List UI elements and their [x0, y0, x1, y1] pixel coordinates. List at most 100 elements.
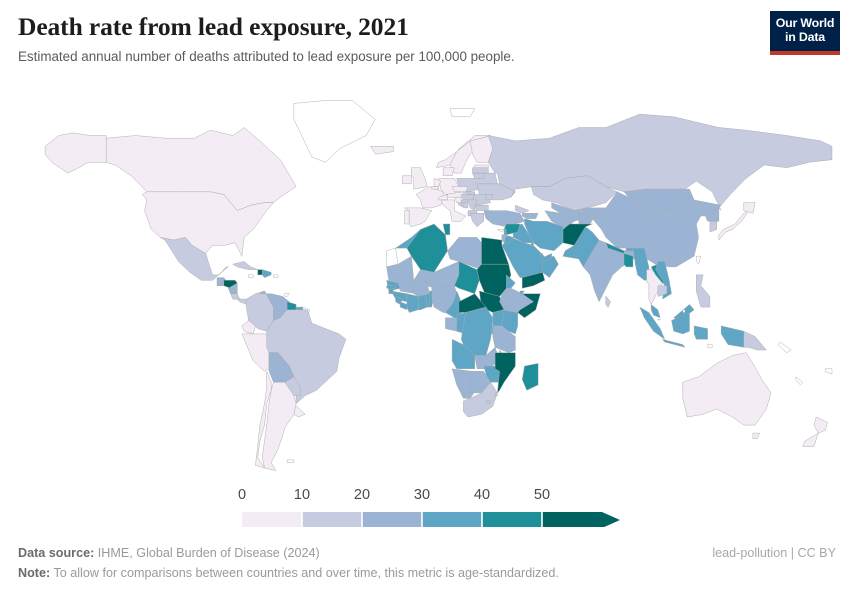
country-ivory-coast[interactable] — [406, 293, 419, 313]
country-iran[interactable] — [524, 218, 564, 252]
country-falklands[interactable] — [286, 459, 295, 463]
country-papua-new-guinea[interactable] — [743, 330, 767, 351]
country-moldova[interactable] — [485, 194, 494, 201]
legend-bin-20-30[interactable] — [362, 512, 422, 527]
country-madagascar[interactable] — [521, 363, 539, 391]
country-gambia[interactable] — [386, 285, 396, 289]
country-lesotho[interactable] — [485, 400, 491, 404]
country-slovakia[interactable] — [463, 191, 475, 195]
country-iraq[interactable] — [531, 242, 534, 246]
country-ecuador[interactable] — [241, 320, 256, 335]
country-sri-lanka[interactable] — [605, 296, 611, 308]
country-brunei[interactable] — [682, 309, 686, 313]
country-dominican-republic[interactable] — [261, 269, 272, 278]
country-cyprus[interactable] — [497, 229, 505, 233]
chart-slug-license[interactable]: lead-pollution | CC BY — [712, 546, 836, 560]
country-australia[interactable] — [682, 352, 772, 426]
country-solomon-islands[interactable] — [777, 341, 792, 353]
legend-bin-30-40[interactable] — [422, 512, 482, 527]
country-eritrea[interactable] — [506, 274, 516, 289]
country-afghanistan[interactable] — [562, 223, 593, 246]
world-map[interactable] — [0, 92, 850, 482]
country-angola[interactable] — [451, 339, 475, 370]
country-greenland[interactable] — [293, 100, 376, 163]
country-cuba[interactable] — [232, 261, 258, 270]
country-ireland[interactable] — [402, 175, 412, 185]
country-new-caledonia[interactable] — [795, 376, 803, 386]
country-tanzania[interactable] — [492, 325, 516, 353]
country-chile[interactable] — [255, 371, 272, 469]
country-italy[interactable] — [440, 199, 466, 222]
country-estonia[interactable] — [474, 164, 489, 168]
country-jamaica[interactable] — [248, 274, 254, 278]
country-gabon[interactable] — [445, 317, 457, 332]
country-timor[interactable] — [707, 344, 713, 348]
legend-bin-40-50[interactable] — [482, 512, 542, 527]
country-bhutan[interactable] — [625, 247, 634, 252]
country-costa-rica[interactable] — [230, 293, 240, 300]
country-singapore[interactable] — [657, 319, 661, 321]
country-western-sahara[interactable] — [386, 247, 399, 268]
country-saudi-arabia[interactable] — [540, 253, 543, 257]
country-somalia[interactable] — [517, 293, 541, 319]
legend-bin-10-20[interactable] — [302, 512, 362, 527]
country-djibouti[interactable] — [519, 290, 525, 294]
country-kazakhstan[interactable] — [531, 175, 618, 211]
country-liberia[interactable] — [399, 301, 408, 311]
country-puerto-rico[interactable] — [273, 274, 279, 278]
country-united-states[interactable] — [44, 132, 107, 174]
country-south-africa[interactable] — [463, 381, 498, 418]
legend-bin-50+[interactable] — [542, 512, 620, 527]
country-georgia[interactable] — [515, 204, 530, 214]
country-philippines[interactable] — [696, 274, 711, 308]
country-oman[interactable] — [542, 255, 559, 278]
country-belgium[interactable] — [431, 186, 439, 190]
country-switzerland[interactable] — [438, 194, 448, 201]
country-armenia[interactable] — [521, 213, 530, 219]
country-taiwan[interactable] — [696, 255, 702, 265]
country-tunisia[interactable] — [442, 223, 451, 235]
country-indonesia[interactable] — [639, 306, 745, 348]
country-lithuania[interactable] — [472, 172, 485, 179]
country-vietnam[interactable] — [655, 261, 672, 300]
country-guinea-bissau[interactable] — [388, 288, 394, 294]
country-haiti[interactable] — [257, 269, 263, 276]
country-bangladesh[interactable] — [623, 253, 634, 268]
country-saudi-arabia[interactable] — [540, 253, 552, 262]
country-south-korea[interactable] — [709, 221, 717, 233]
country-algeria[interactable] — [406, 223, 448, 273]
legend-color-bar[interactable] — [0, 511, 850, 527]
country-uganda[interactable] — [492, 309, 505, 327]
country-brazil[interactable] — [266, 309, 347, 404]
country-hungary[interactable] — [460, 194, 475, 201]
owid-logo[interactable]: Our World in Data — [770, 11, 840, 55]
country-czechia[interactable] — [451, 186, 469, 193]
country-lebanon[interactable] — [503, 229, 507, 235]
country-serbia[interactable] — [460, 202, 469, 209]
country-north-korea[interactable] — [705, 207, 720, 222]
country-spain[interactable] — [404, 207, 433, 227]
country-iceland[interactable] — [370, 146, 394, 155]
country-cambodia[interactable] — [657, 285, 668, 297]
country-new-zealand[interactable] — [802, 416, 828, 447]
country-trinidad[interactable] — [284, 293, 290, 297]
country-burkina-faso[interactable] — [413, 282, 430, 297]
country-japan[interactable] — [743, 202, 756, 214]
country-svalbard[interactable] — [449, 108, 475, 118]
country-mozambique[interactable] — [494, 352, 516, 394]
country-greece[interactable] — [469, 213, 485, 227]
country-argentina[interactable] — [261, 381, 297, 471]
country-peru[interactable] — [241, 333, 270, 372]
country-eswatini[interactable] — [494, 392, 498, 396]
country-mexico[interactable] — [160, 237, 229, 281]
legend-bin-0-10[interactable] — [242, 512, 302, 527]
country-fiji[interactable] — [824, 368, 833, 375]
country-yemen[interactable] — [521, 272, 546, 289]
country-north-macedonia[interactable] — [469, 210, 478, 214]
country-united-kingdom[interactable] — [411, 167, 428, 190]
country-portugal[interactable] — [404, 210, 410, 225]
country-denmark[interactable] — [442, 167, 455, 176]
country-pakistan[interactable] — [562, 226, 600, 268]
country-russia[interactable] — [488, 113, 833, 211]
country-syria[interactable] — [503, 223, 521, 235]
